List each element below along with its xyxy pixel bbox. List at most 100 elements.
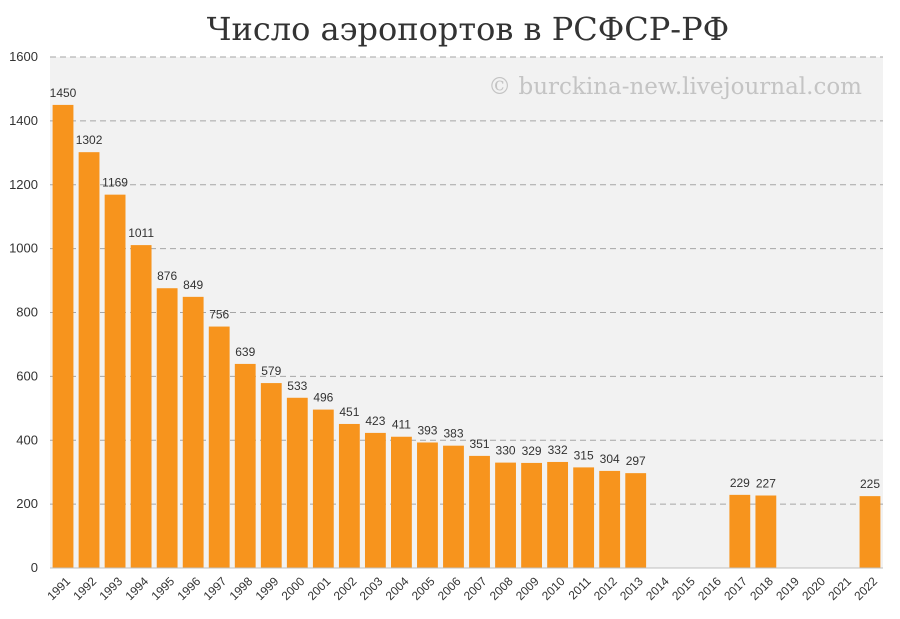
data-label: 330	[496, 444, 516, 458]
y-tick-label: 400	[16, 432, 38, 447]
x-axis: 1991199219931994199519961997199819992000…	[44, 574, 880, 603]
data-label: 227	[756, 477, 776, 491]
bar	[338, 423, 360, 568]
data-label: 756	[209, 308, 229, 322]
x-tick-label: 2014	[643, 574, 672, 603]
data-label: 332	[548, 443, 568, 457]
bar	[521, 462, 542, 568]
y-tick-label: 1200	[9, 177, 38, 192]
watermark: © burckina-new.livejournal.com	[488, 74, 862, 100]
bar	[729, 494, 751, 568]
data-label: 393	[417, 423, 437, 437]
x-tick-label: 2005	[409, 574, 438, 603]
data-label: 579	[261, 364, 281, 378]
bar	[312, 409, 334, 568]
x-tick-label: 2001	[305, 574, 334, 603]
data-label: 639	[235, 345, 255, 359]
y-tick-label: 0	[31, 560, 38, 575]
x-tick-label: 1991	[44, 574, 73, 603]
data-label: 423	[365, 414, 385, 428]
y-tick-label: 800	[16, 305, 38, 320]
x-tick-label: 1992	[70, 574, 99, 603]
data-label: 451	[339, 405, 359, 419]
bar	[260, 383, 282, 568]
bar	[469, 455, 490, 568]
x-tick-label: 2015	[669, 574, 698, 603]
data-label: 351	[470, 437, 490, 451]
y-tick-label: 600	[16, 368, 38, 383]
y-axis: 0 200 400 600 800 1000 1200 1400 1600	[9, 49, 38, 575]
data-label: 315	[574, 448, 594, 462]
bar	[417, 442, 438, 568]
x-tick-label: 1995	[148, 574, 177, 603]
bar	[130, 245, 152, 568]
x-tick-label: 2012	[591, 574, 620, 603]
bar	[391, 436, 412, 568]
data-label: 496	[313, 391, 333, 405]
x-tick-label: 1998	[227, 574, 256, 603]
data-label: 383	[443, 427, 463, 441]
x-tick-label: 2006	[435, 574, 464, 603]
x-tick-label: 2002	[331, 574, 360, 603]
x-tick-label: 2022	[851, 574, 880, 603]
x-tick-label: 1996	[175, 574, 204, 603]
bar	[286, 397, 308, 568]
bar	[573, 467, 595, 568]
bar	[859, 496, 881, 568]
data-label: 329	[522, 444, 542, 458]
x-tick-label: 2007	[461, 574, 490, 603]
data-label: 411	[392, 418, 411, 432]
bar	[234, 363, 256, 568]
data-label: 1011	[128, 226, 154, 240]
data-label: 225	[860, 477, 880, 491]
data-label: 533	[287, 379, 307, 393]
bar	[443, 445, 464, 568]
bar	[156, 288, 178, 568]
x-tick-label: 2021	[825, 574, 854, 603]
bar	[208, 326, 230, 568]
data-labels: 1450 1302 1169 1011 876 849 756 639 579 533 496 451…	[50, 86, 881, 491]
bar	[755, 495, 777, 568]
x-tick-label: 2000	[279, 574, 308, 603]
chart-title: Число аэропортов в РСФСР-РФ	[207, 10, 729, 48]
bar	[52, 104, 74, 568]
x-tick-label: 2004	[383, 574, 412, 603]
bars	[52, 104, 881, 568]
bar	[547, 461, 569, 568]
bar	[364, 432, 386, 568]
data-label: 876	[157, 269, 177, 283]
x-tick-label: 2009	[513, 574, 542, 603]
x-tick-label: 2018	[747, 574, 776, 603]
x-tick-label: 1999	[253, 574, 282, 603]
data-label: 1450	[50, 86, 77, 100]
data-label: 1302	[76, 133, 103, 147]
x-tick-label: 2010	[539, 574, 568, 603]
x-tick-label: 2016	[695, 574, 724, 603]
y-tick-label: 1000	[9, 241, 38, 256]
x-tick-label: 2017	[721, 574, 750, 603]
x-tick-label: 1993	[96, 574, 125, 603]
data-label: 229	[730, 476, 750, 490]
x-tick-label: 2019	[773, 574, 802, 603]
x-tick-label: 2003	[357, 574, 386, 603]
data-label: 297	[626, 454, 646, 468]
data-label: 849	[183, 278, 203, 292]
x-tick-label: 2008	[487, 574, 516, 603]
x-tick-label: 2011	[566, 574, 594, 602]
bar	[495, 462, 516, 568]
y-tick-label: 1600	[9, 49, 38, 64]
data-label: 1169	[102, 176, 128, 190]
x-tick-label: 2020	[799, 574, 828, 603]
y-tick-label: 1400	[9, 113, 38, 128]
y-tick-label: 200	[16, 496, 38, 511]
x-tick-label: 1997	[201, 574, 230, 603]
bar	[625, 473, 647, 568]
bar	[104, 194, 126, 568]
x-tick-label: 2013	[617, 574, 646, 603]
data-label: 304	[600, 452, 620, 466]
bar	[78, 152, 100, 568]
bar	[599, 470, 621, 568]
x-tick-label: 1994	[122, 574, 151, 603]
bar	[182, 296, 204, 568]
